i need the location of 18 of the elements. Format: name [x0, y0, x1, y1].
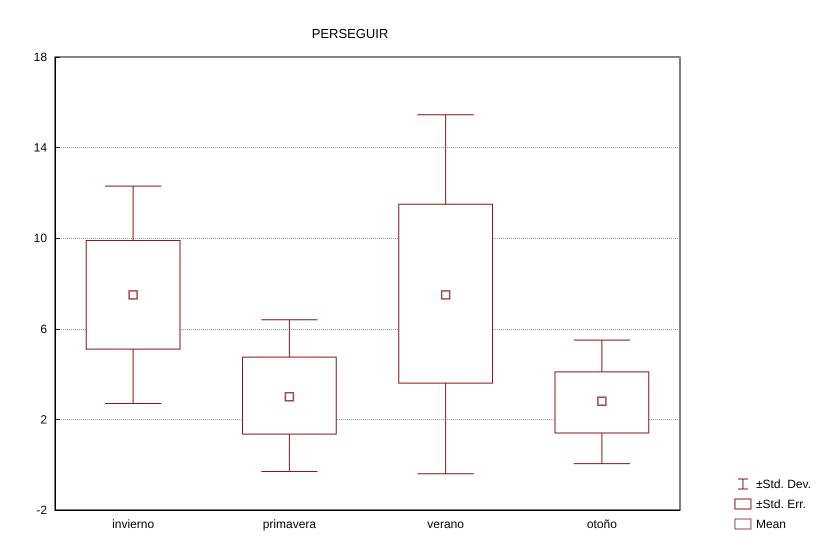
point: [284, 392, 294, 402]
point: [440, 290, 450, 300]
legend-label: Mean: [756, 517, 786, 531]
y-tick-label: 6: [40, 322, 48, 336]
y-tick-label: -2: [36, 503, 48, 517]
y-tick-label: 18: [34, 50, 48, 64]
chart-title: PERSEGUIR: [312, 26, 388, 41]
x-tick-label: invierno: [112, 517, 154, 531]
y-tick-label: 10: [34, 231, 48, 246]
y-tick-label: 2: [40, 412, 48, 426]
text: ±Std. Err.: [756, 497, 806, 511]
y-tick-label: 14: [34, 140, 48, 155]
x-tick-label: verano: [427, 517, 464, 531]
point: [128, 290, 138, 300]
x-tick-label: otoño: [586, 517, 618, 531]
point: [597, 396, 607, 406]
x-tick-label: primavera: [262, 517, 316, 531]
text: ±Std. Dev.: [756, 477, 812, 491]
